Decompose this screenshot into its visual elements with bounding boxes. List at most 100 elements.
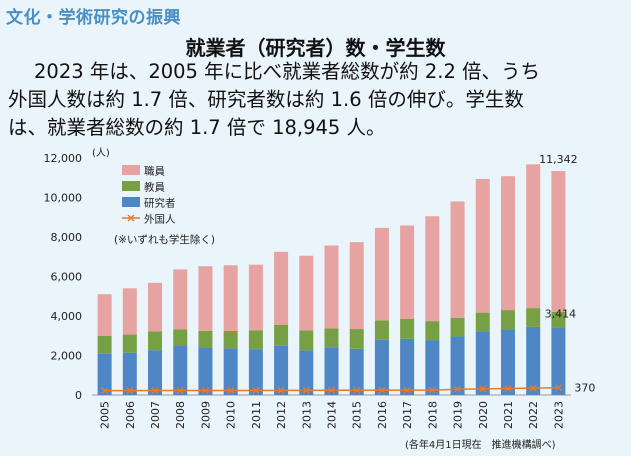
bar-staff [425,216,440,322]
bars-layer [97,164,566,395]
point-foreign [328,386,335,394]
bar-faculty [173,329,188,347]
summary-line-1: 2023 年は、2005 年に比べ就業者総数が約 2.2 倍、うち [34,60,541,83]
annotations-layer: 11,342 3,414 370 [539,153,595,395]
legend-marker-foreign [127,214,135,222]
annotation-total: 11,342 [539,153,578,166]
bar-faculty [425,321,440,341]
point-foreign [403,386,411,394]
y-axis-unit-label: (人) [92,147,110,159]
x-axis: 2005 2006 2007 2008 2009 2010 2011 2012 2013 2014… [99,401,566,429]
bar-researcher [425,340,440,395]
x-tick-label: 2015 [351,401,364,429]
point-foreign [504,384,512,392]
y-tick-label: 8,000 [51,231,83,244]
summary-line-2: 外国人数は約 1.7 倍、研究者数は約 1.6 倍の伸び。学生数 [8,88,524,111]
legend-label-researcher: 研究者 [144,197,176,210]
legend-swatch-faculty [122,181,140,191]
bar-researcher [299,350,314,395]
x-tick-label: 2007 [149,401,162,429]
y-tick-label: 4,000 [51,310,83,323]
y-tick-label: 0 [75,389,82,402]
x-tick-label: 2020 [477,401,490,429]
legend-label-faculty: 教員 [144,181,165,194]
bar-staff [374,227,389,321]
point-foreign [101,387,109,395]
x-tick-label: 2013 [300,401,313,429]
bar-staff [223,265,238,332]
x-tick-label: 2011 [250,401,263,429]
point-foreign [302,386,310,394]
bar-faculty [299,330,314,351]
bar-staff [400,225,415,319]
bar-faculty [374,320,389,340]
point-foreign [353,386,361,394]
bar-researcher [97,353,112,395]
legend-note: (※いずれも学生除く) [114,233,215,246]
bar-researcher [450,336,465,395]
bar-faculty [248,330,263,350]
x-tick-label: 2008 [174,401,187,429]
bar-staff [475,178,490,313]
bar-staff [148,282,163,332]
point-foreign [201,386,209,394]
bar-researcher [198,347,213,395]
bar-faculty [450,317,465,337]
bar-researcher [349,348,364,395]
bar-researcher [223,348,238,395]
bar-faculty [526,308,541,327]
bar-faculty [223,331,238,349]
x-tick-label: 2022 [527,401,540,429]
point-foreign [428,386,436,394]
point-foreign [479,385,487,393]
point-foreign [277,386,285,394]
bar-faculty [97,335,112,354]
legend-swatch-staff [122,165,140,175]
legend-label-staff: 職員 [144,166,165,178]
bar-staff [551,170,566,312]
bar-researcher [526,326,541,395]
bar-faculty [274,324,289,346]
point-foreign [378,386,386,394]
summary-line-3: は、就業者総数の約 1.7 倍で 18,945 人。 [8,116,386,139]
bar-faculty [475,312,490,332]
bar-faculty [148,331,163,351]
source-footnote: (各年4月1日現在 推進機構調べ) [405,440,556,451]
bar-staff [450,201,465,318]
bar-researcher [400,338,415,395]
legend-label-foreign: 外国人 [144,214,176,226]
bar-faculty [324,328,339,348]
y-tick-label: 10,000 [44,192,83,205]
bar-researcher [248,349,263,395]
bar-staff [500,176,515,311]
bar-researcher [173,346,188,395]
point-foreign [126,387,134,395]
x-tick-label: 2005 [99,401,112,429]
bar-staff [526,164,541,309]
x-tick-label: 2016 [376,401,389,429]
point-foreign [227,386,235,394]
bar-staff [248,264,263,331]
x-tick-label: 2017 [401,401,414,429]
bar-researcher [148,350,163,395]
x-tick-label: 2021 [502,401,515,429]
summary-text: 2023 年は、2005 年に比べ就業者総数が約 2.2 倍、うち 外国人数は約… [8,58,628,142]
bar-researcher [374,339,389,395]
bar-faculty [349,329,364,349]
bar-staff [97,294,112,336]
point-foreign [176,386,184,394]
bar-staff [349,242,364,330]
bar-faculty [500,310,515,330]
bar-researcher [324,347,339,395]
bar-researcher [551,327,566,395]
point-foreign [454,385,462,393]
point-foreign [554,384,562,392]
foreign-line-layer [101,384,562,395]
y-tick-label: 2,000 [51,350,83,363]
bar-researcher [475,331,490,395]
legend-swatch-researcher [122,197,140,207]
page-title: 就業者（研究者）数・学生数 [185,36,446,60]
y-tick-label: 12,000 [44,152,83,165]
bar-faculty [551,311,566,328]
